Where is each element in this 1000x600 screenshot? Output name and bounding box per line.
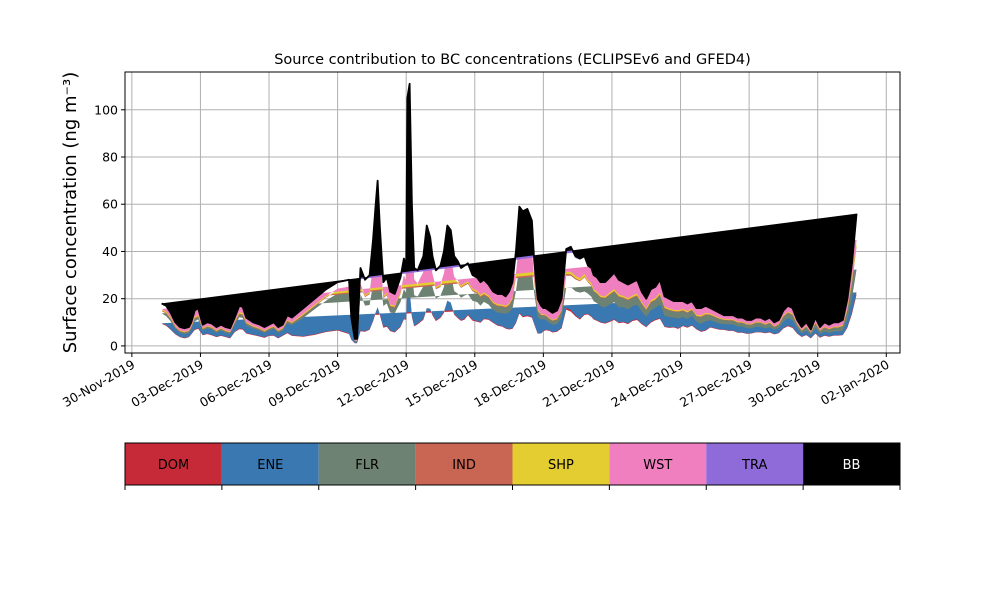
y-tick-label-3: 60 [102,197,118,212]
legend-label-bb: BB [843,458,861,473]
area-ene [161,284,857,344]
legend-swatch-bb [803,443,900,485]
legend-label-flr: FLR [355,458,379,473]
axes [124,71,901,354]
y-tick-label-0: 0 [110,338,118,353]
y-ticks: 0 20 40 60 80 100 [94,102,125,353]
legend-swatch-ind [415,443,513,485]
plot-frame [124,71,901,354]
legend-swatch-flr [318,443,416,485]
x-tick-label-2: 06-Dec-2019 [197,357,275,410]
chart-title: Source contribution to BC concentrations… [274,52,751,68]
y-tick-label-2: 40 [102,244,118,259]
x-ticks: 30-Nov-201903-Dec-201906-Dec-201909-Dec-… [60,353,892,410]
x-tick-label-3: 09-Dec-2019 [266,357,344,410]
x-tick-label-9: 27-Dec-2019 [677,357,755,410]
y-tick-label-5: 100 [94,102,118,117]
y-tick-label-4: 80 [102,150,118,165]
x-tick-label-8: 24-Dec-2019 [608,357,686,410]
stacked-areas [161,83,857,344]
x-tick-label-4: 12-Dec-2019 [334,357,412,410]
x-tick-label-10: 30-Dec-2019 [746,357,824,410]
x-tick-label-11: 02-Jan-2020 [818,357,892,408]
y-axis-label: Surface concentration (ng m⁻³) [60,72,81,354]
legend-swatch-wst [609,443,707,485]
area-bb [161,83,857,339]
legend-swatch-dom [125,443,222,485]
legend-label-ene: ENE [257,458,283,473]
area-flr [161,220,857,342]
legend-label-wst: WST [643,458,672,473]
legend-label-tra: TRA [741,458,767,473]
legend-swatch-shp [512,443,610,485]
x-tick-label-0: 30-Nov-2019 [60,357,138,410]
total-line [161,82,858,340]
legend-label-shp: SHP [548,458,574,473]
total-outline [161,82,858,340]
y-tick-label-1: 20 [102,291,118,306]
x-tick-label-5: 15-Dec-2019 [403,357,481,410]
legend-swatch-ene [221,443,319,485]
legend-label-dom: DOM [158,458,189,473]
legend-colorbar: DOM ENE FLR IND SHP WST TRA BB [124,442,901,490]
legend-swatch-tra [706,443,804,485]
legend-label-ind: IND [452,458,476,473]
x-tick-label-7: 21-Dec-2019 [540,357,618,410]
x-tick-label-1: 03-Dec-2019 [128,357,206,410]
x-tick-label-6: 18-Dec-2019 [471,357,549,410]
